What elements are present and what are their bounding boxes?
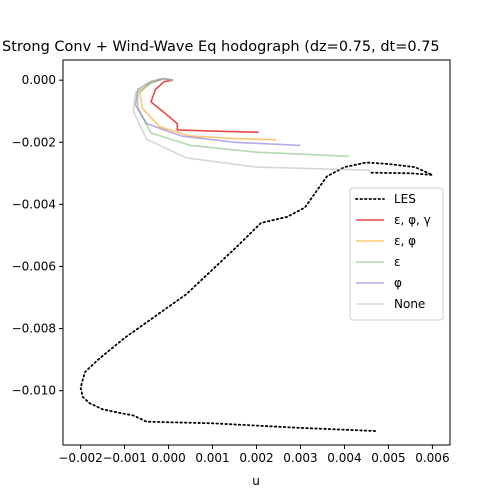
legend-label-4: φ [394,276,402,290]
y-tick-label: −0.008 [12,322,56,336]
x-tick-label: 0.005 [371,451,405,465]
y-tick-label: −0.010 [12,384,56,398]
legend-label-0: LES [394,192,416,206]
series-line-5 [132,77,371,171]
y-tick-label: −0.006 [12,259,56,273]
y-tick-label: 0.000 [22,73,56,87]
legend-label-3: ε [394,255,401,269]
legend: LES ε, φ, γ ε, φ εφ None [349,187,444,321]
x-axis-label: u [252,474,260,488]
x-tick-label: 0.000 [151,451,185,465]
x-tick-label: 0.006 [415,451,449,465]
x-tick-label: 0.004 [327,451,361,465]
y-tick-label: −0.004 [12,197,56,211]
y-tick-label: −0.002 [12,135,56,149]
series-line-0 [79,161,434,432]
x-tick-label: 0.002 [239,451,273,465]
x-tick-label: 0.003 [283,451,317,465]
series-layer [79,77,434,432]
legend-box [349,187,444,321]
series-line-1 [150,79,259,134]
legend-label-5: None [394,297,425,311]
series-line-4 [134,77,301,147]
axes-layer: −0.002 −0.001 0.000 0.001 0.002 0.003 0.004 0.0… [12,59,451,465]
x-tick-label: 0.001 [195,451,229,465]
x-tick-label: −0.001 [102,451,146,465]
legend-label-2: ε, φ [394,234,416,248]
x-tick-label: −0.002 [58,451,102,465]
chart-title: Strong Conv + Wind-Wave Eq hodograph (dz… [2,39,440,55]
legend-label-1: ε, φ, γ [394,213,431,227]
